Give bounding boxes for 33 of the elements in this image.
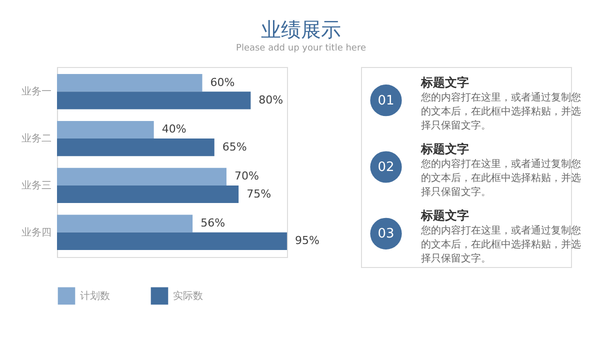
text: 标题文字 — [420, 142, 469, 156]
text: 标题文字 — [420, 75, 469, 90]
data-label: 60% — [210, 76, 235, 89]
data-label: 65% — [222, 140, 247, 154]
y-tick-label: 业务三 — [22, 179, 52, 192]
text: 03 — [378, 226, 394, 242]
bar — [57, 74, 202, 92]
data-label: 95% — [295, 234, 320, 248]
y-tick-label: 业务二 — [22, 132, 52, 145]
bar — [57, 92, 251, 110]
data-label: 56% — [200, 216, 226, 230]
bar — [57, 120, 154, 139]
bar — [57, 232, 287, 250]
text: 您的内容打在这里，或者通过复制您的文本后，在此框中选择粘贴，并选择只保留文字。 — [420, 224, 581, 265]
text: 您的内容打在这里，或者通过复制您的文本后，在此框中选择粘贴，并选择只保留文字。 — [420, 158, 581, 198]
bar — [57, 138, 214, 156]
data-label: 75% — [246, 187, 272, 200]
text: 标题文字 — [420, 208, 469, 223]
text: 您的内容打在这里，或者通过复制您的文本后，在此框中选择粘贴，并选择只保留文字。 — [420, 91, 581, 132]
text: 01 — [378, 93, 394, 108]
bar — [57, 185, 239, 204]
data-label: 40% — [162, 122, 186, 136]
legend-label: 计划数 — [80, 290, 110, 302]
chart-subtitle: Please add up your title here — [236, 44, 366, 54]
legend-label: 实际数 — [173, 290, 203, 302]
text: 02 — [378, 160, 394, 175]
y-tick-label: 业务四 — [22, 226, 52, 238]
bar — [57, 214, 193, 232]
chart-title: 业绩展示 — [261, 18, 341, 42]
data-label: 80% — [258, 93, 284, 106]
bar — [57, 168, 226, 186]
data-label: 70% — [234, 170, 259, 183]
y-tick-label: 业务一 — [22, 86, 52, 98]
